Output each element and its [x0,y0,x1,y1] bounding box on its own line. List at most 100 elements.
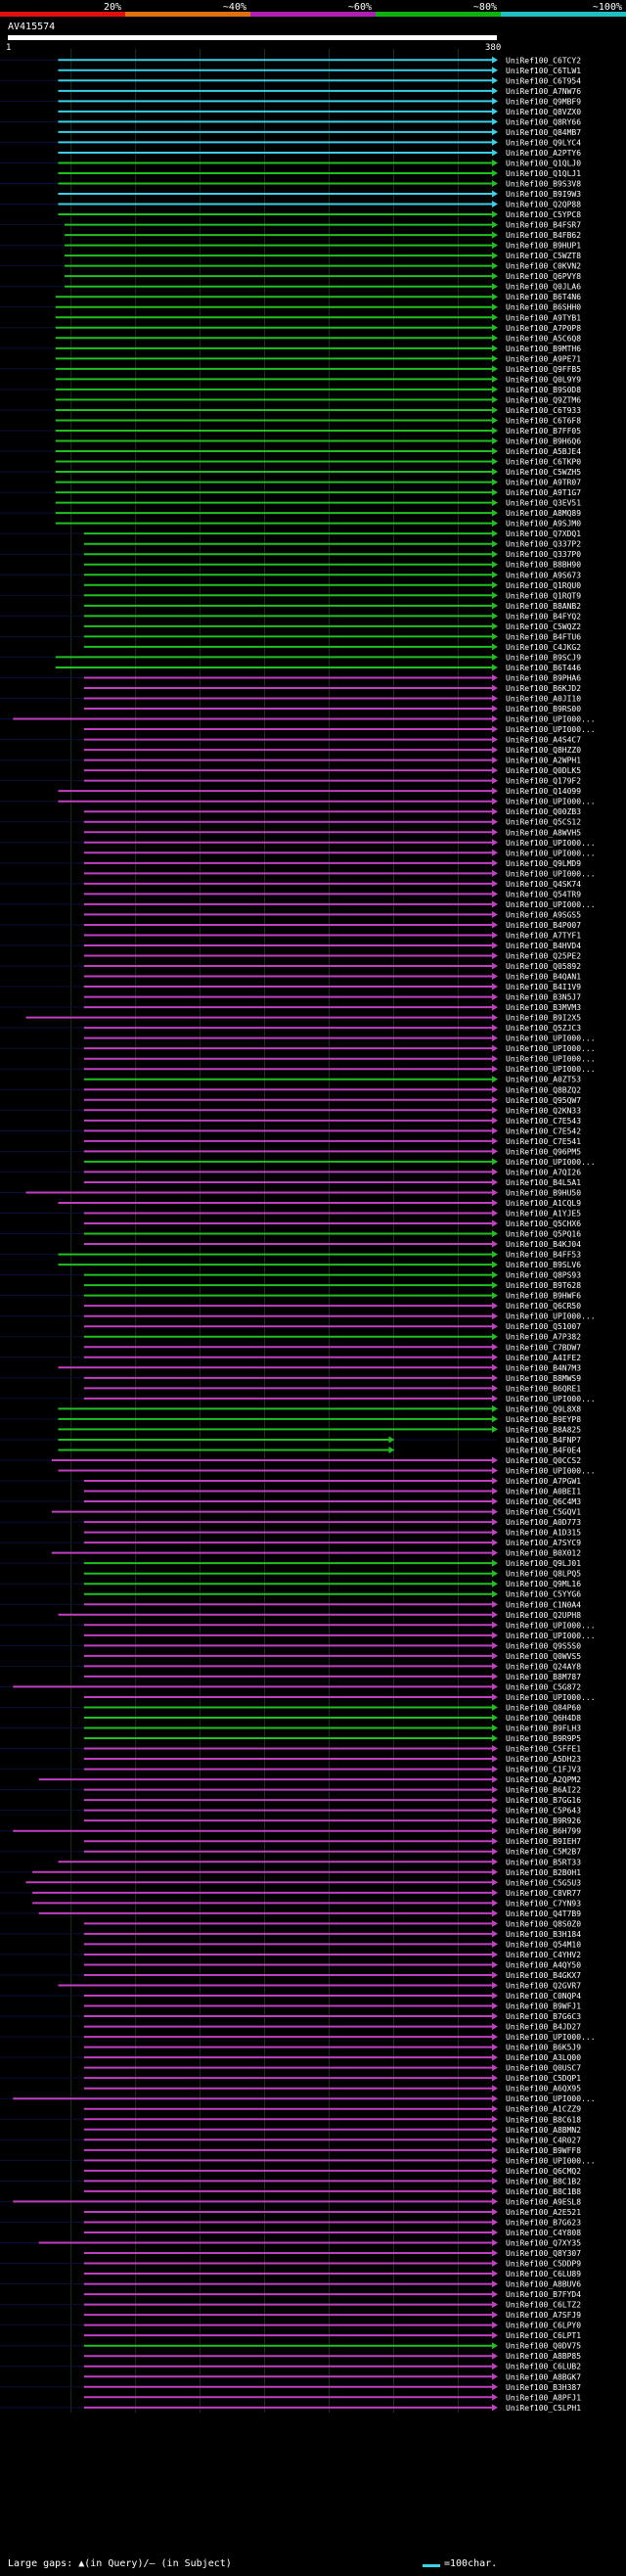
hit-arrow [492,180,498,187]
hit-label: UniRef100_UPI000... [506,1044,596,1053]
hit-label: UniRef100_B8M787 [506,1673,581,1681]
hit-label: UniRef100_B4FB62 [506,231,581,240]
hit-arrow [492,818,498,826]
hit-arrow [492,210,498,218]
hit-arrow [492,983,498,990]
hit-arrow [492,2352,498,2360]
hit-arrow [492,2393,498,2401]
hit-arrow [492,798,498,805]
hit-label: UniRef100_Q8HZZ0 [506,746,581,755]
hit-label: UniRef100_Q3EV51 [506,499,581,508]
hit-label: UniRef100_C6T933 [506,406,581,415]
hit-arrow [492,2064,498,2072]
hit-label: UniRef100_Q1RQT9 [506,591,581,600]
hit-arrow [492,571,498,578]
hit-arrow [492,1919,498,1927]
hit-label: UniRef100_C6T6F8 [506,416,581,425]
hit-arrow [492,190,498,198]
hit-label: UniRef100_C7BDW7 [506,1343,581,1352]
hit-arrow [492,1158,498,1166]
hit-label: UniRef100_A0BEI1 [506,1488,581,1496]
hit-arrow [492,1807,498,1815]
hit-label: UniRef100_Q9FFB5 [506,365,581,374]
hit-label: UniRef100_Q0JLA6 [506,283,581,292]
hit-arrow [492,1745,498,1753]
hit-arrow [492,2260,498,2268]
hit-arrow [492,87,498,95]
hit-label: UniRef100_A4IFE2 [506,1354,581,1362]
hit-label: UniRef100_UPI000... [506,869,596,878]
hit-label: UniRef100_B6T4N6 [506,293,581,301]
hit-arrow [492,2033,498,2041]
hit-label: UniRef100_C4JKG2 [506,643,581,652]
hit-label: UniRef100_Q5PQ16 [506,1230,581,1239]
hit-label: UniRef100_B8C618 [506,2115,581,2124]
hit-label: UniRef100_Q51007 [506,1322,581,1331]
hit-arrow [492,2187,498,2195]
query-ruler [8,35,497,40]
hit-label: UniRef100_UPI000... [506,715,596,724]
hit-label: UniRef100_A2QPM2 [506,1775,581,1784]
hit-arrow [492,97,498,105]
hit-arrow [492,1590,498,1598]
hit-arrow [492,1035,498,1042]
hit-arrow [492,1848,498,1856]
hit-label: UniRef100_Q1QLJ0 [506,159,581,167]
hit-arrow [492,221,498,229]
hit-label: UniRef100_C4R027 [506,2136,581,2144]
hit-label: UniRef100_Q0USC7 [506,2064,581,2073]
hit-arrow [492,993,498,1001]
hit-label: UniRef100_B9HWF6 [506,1292,581,1301]
hit-arrow [492,973,498,981]
hit-label: UniRef100_Q8S0Z0 [506,1919,581,1928]
hit-arrow [492,2290,498,2298]
hit-label: UniRef100_B4I1V9 [506,983,581,991]
hit-label: UniRef100_B8ANB2 [506,602,581,611]
gaps-legend: Large gaps: ▲(in Query)/– (in Subject) [8,2558,232,2569]
hit-label: UniRef100_A7NW76 [506,87,581,96]
hit-arrow [492,1354,498,1361]
hit-label: UniRef100_A9SJM0 [506,520,581,529]
hit-arrow [492,1188,498,1196]
query-end: 380 [485,43,502,53]
hit-arrow [492,1292,498,1300]
hit-arrow [492,509,498,517]
hit-arrow [492,1127,498,1134]
hit-arrow [492,1878,498,1886]
hit-label: UniRef100_Q84P60 [506,1703,581,1712]
hit-arrow [492,1404,498,1412]
hit-label: UniRef100_B2B0H1 [506,1868,581,1877]
hit-arrow [492,262,498,270]
hit-label: UniRef100_Q337P0 [506,550,581,559]
hit-label: UniRef100_C6LU89 [506,2270,581,2278]
hit-label: UniRef100_Q4T7B9 [506,1909,581,1918]
hit-arrow [492,715,498,723]
hit-arrow [492,1951,498,1958]
hit-label: UniRef100_C5FFE1 [506,1745,581,1754]
hit-arrow [492,2383,498,2391]
hit-label: UniRef100_B9HU50 [506,1188,581,1197]
hit-arrow [492,416,498,424]
hit-arrow [492,746,498,754]
hit-arrow [492,1827,498,1835]
hit-label: UniRef100_Q0CCS2 [506,1456,581,1465]
hit-label: UniRef100_Q0DV75 [506,2342,581,2351]
hit-label: UniRef100_B3H184 [506,1930,581,1939]
hit-label: UniRef100_C6TCY2 [506,56,581,65]
hit-label: UniRef100_C6T954 [506,76,581,85]
hit-arrow [492,406,498,414]
hit-label: UniRef100_A7P382 [506,1333,581,1342]
hit-label: UniRef100_C0NQP4 [506,1992,581,2001]
hit-arrow [492,1425,498,1433]
hit-arrow [492,1044,498,1052]
hit-label: UniRef100_C5LPH1 [506,2404,581,2413]
hit-label: UniRef100_B7G623 [506,2218,581,2227]
hit-label: UniRef100_A1D315 [506,1529,581,1538]
hit-arrow [492,869,498,877]
hit-arrow [492,2126,498,2134]
hit-arrow [492,1343,498,1351]
hit-arrow [492,1302,498,1310]
hit-label: UniRef100_Q8LPQ5 [506,1570,581,1579]
hit-label: UniRef100_C5YYG6 [506,1590,581,1599]
